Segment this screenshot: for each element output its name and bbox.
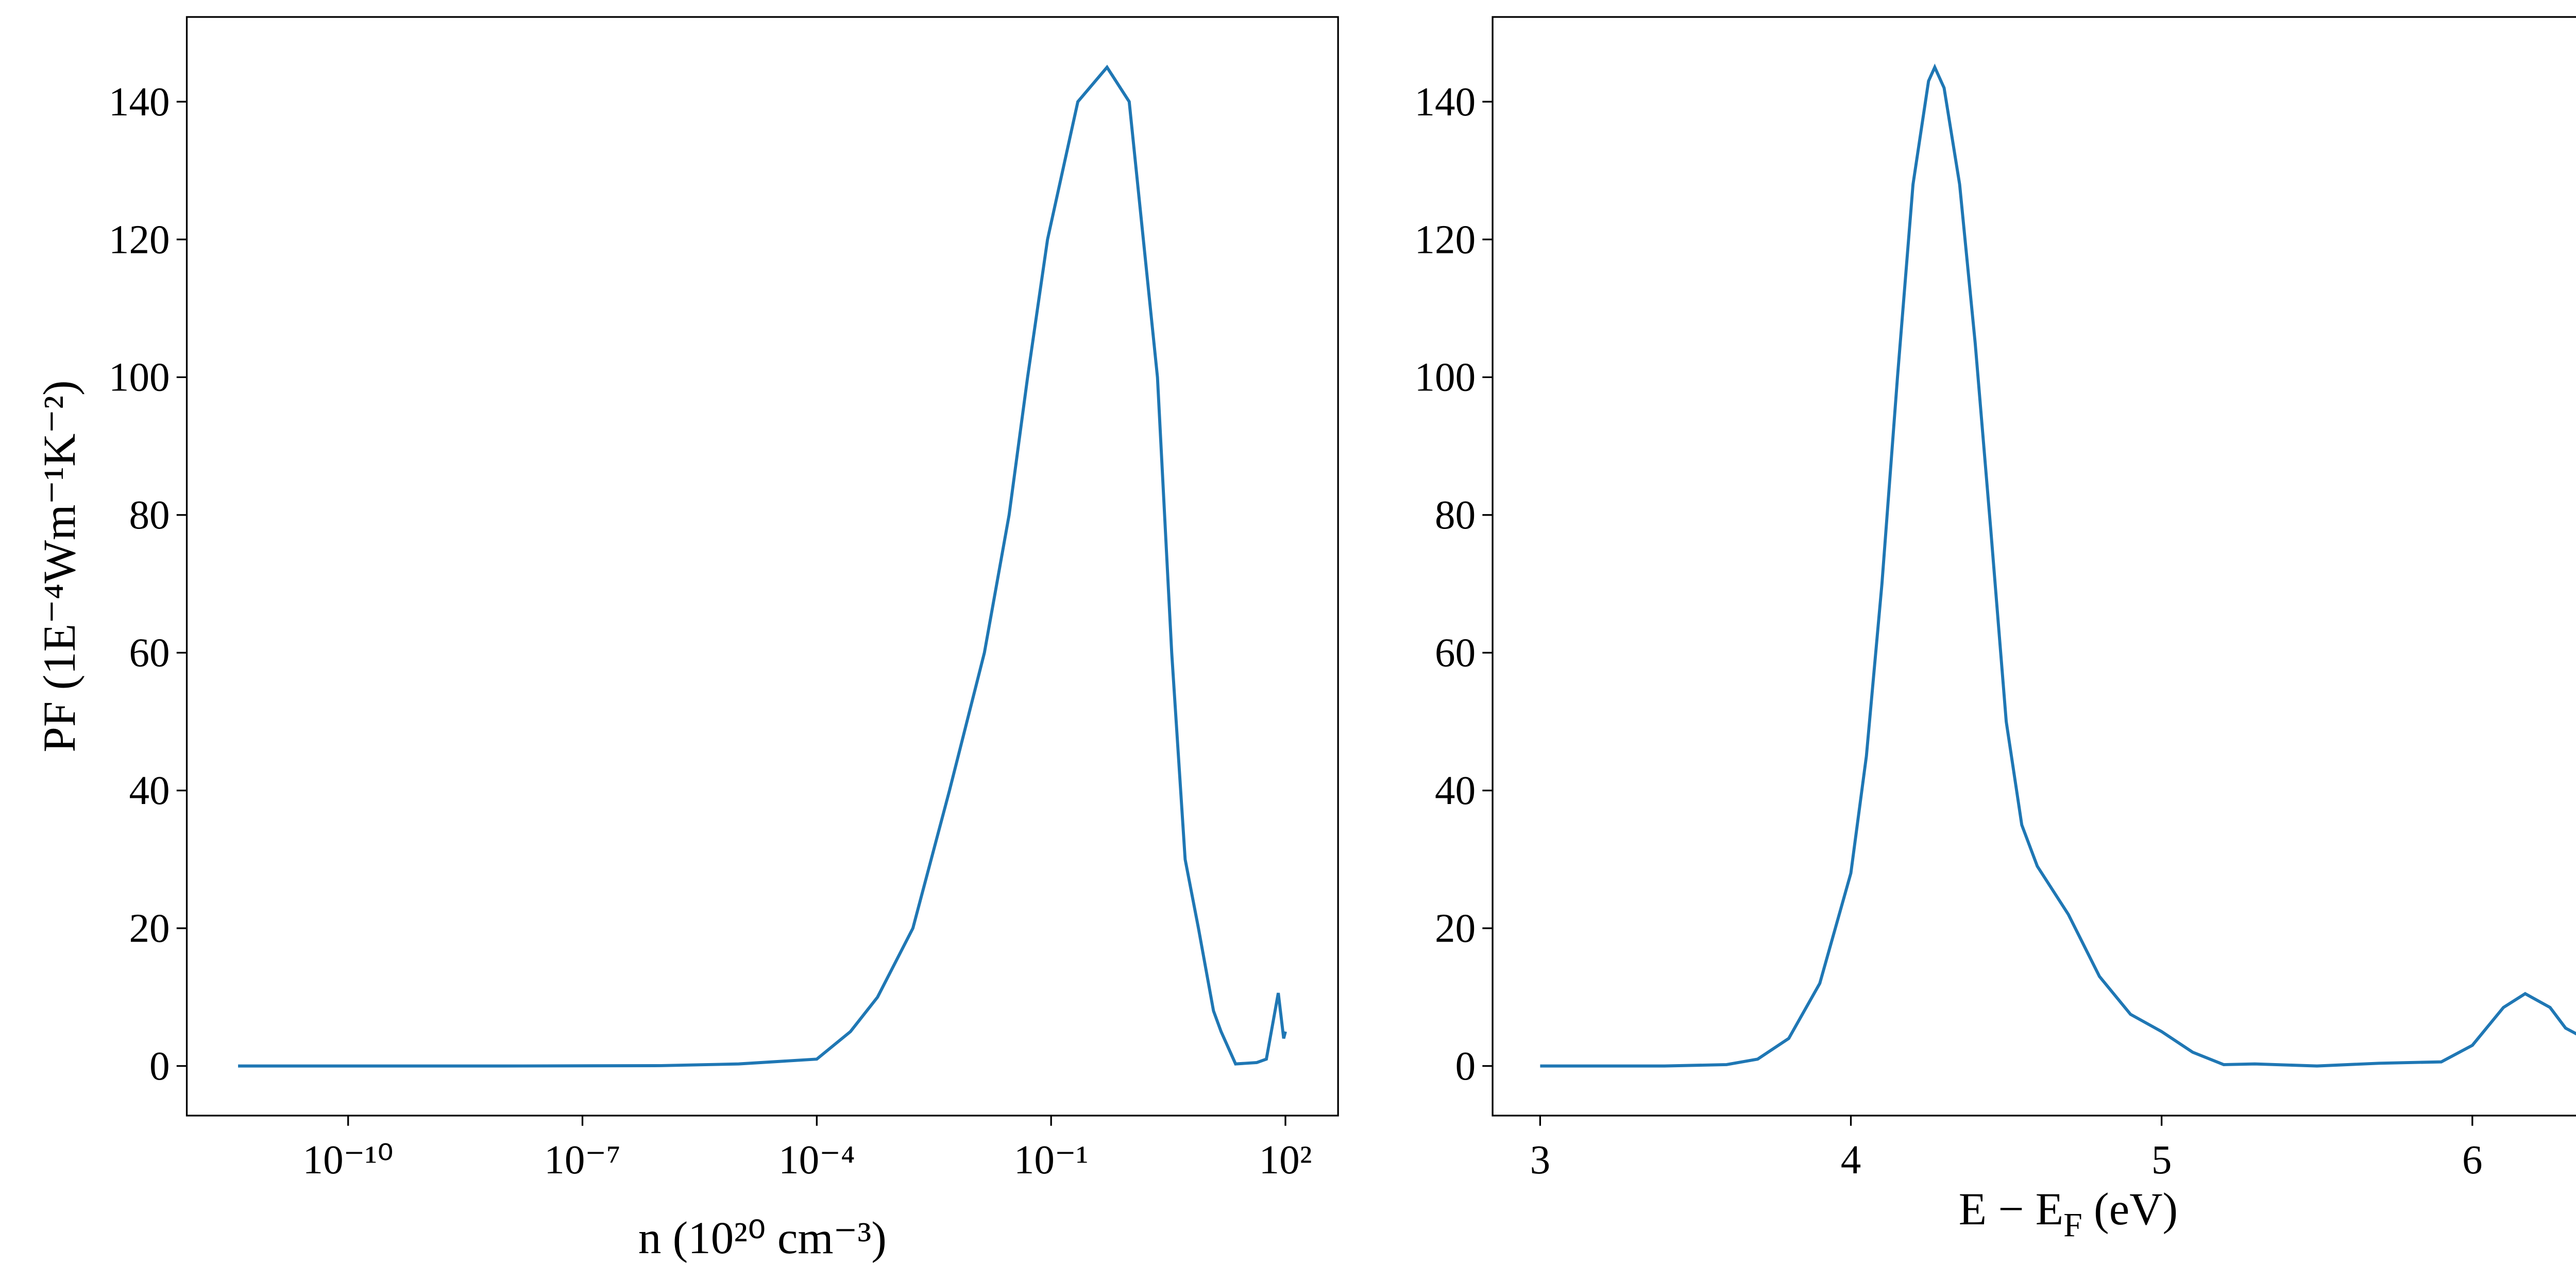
y-tick-label: 100	[1414, 355, 1476, 400]
y-tick-label: 80	[129, 493, 170, 538]
x-axis-label-part: (eV)	[2082, 1184, 2178, 1235]
x-tick-label: 10²	[1259, 1138, 1312, 1183]
y-tick-label: 140	[1414, 80, 1476, 125]
x-tick-label: 6	[2462, 1138, 2483, 1183]
x-tick-label: 10⁻¹	[1014, 1138, 1089, 1183]
x-tick-label: 4	[1841, 1138, 1861, 1183]
x-axis-label: n (10²⁰ cm⁻³)	[638, 1213, 887, 1263]
y-tick-label: 100	[109, 355, 170, 400]
x-tick-label: 3	[1530, 1138, 1551, 1183]
x-tick-label: 5	[2151, 1138, 2172, 1183]
data-line	[238, 64, 1287, 1068]
y-tick-label: 120	[109, 217, 170, 262]
y-tick-label: 40	[1435, 768, 1476, 813]
x-tick-label: 10⁻⁴	[778, 1138, 855, 1183]
x-tick-label: 10⁻⁷	[544, 1138, 620, 1183]
y-tick-label: 20	[129, 907, 170, 951]
y-tick-label: 80	[1435, 493, 1476, 538]
y-tick-label: 0	[1455, 1044, 1476, 1089]
y-tick-label: 60	[1435, 631, 1476, 676]
y-axis-label: PF (1E⁻⁴Wm⁻¹K⁻²)	[35, 380, 85, 752]
y-tick-label: 120	[1414, 217, 1476, 262]
data-line	[1540, 63, 2576, 1068]
x-axis-label-part: E − E	[1959, 1184, 2063, 1235]
x-axis-label: E − EF (eV)	[1959, 1184, 2178, 1244]
y-tick-label: 0	[149, 1044, 170, 1089]
y-tick-label: 20	[1435, 907, 1476, 951]
y-tick-label: 60	[129, 631, 170, 676]
plot-frame	[185, 16, 1339, 1117]
plot-frame	[1492, 16, 2576, 1117]
y-tick-label: 40	[129, 768, 170, 813]
x-axis-label-part: F	[2063, 1206, 2082, 1244]
y-tick-label: 140	[109, 80, 170, 125]
x-tick-label: 10⁻¹⁰	[303, 1138, 394, 1183]
